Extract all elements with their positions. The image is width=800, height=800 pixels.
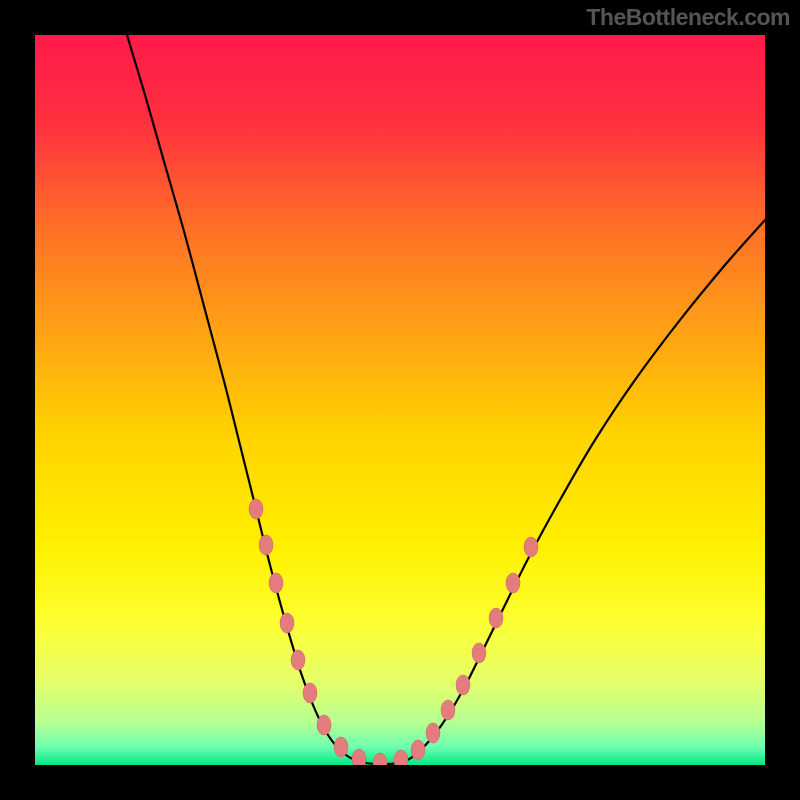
chart-root: TheBottleneck.com — [0, 0, 800, 800]
curve-marker — [291, 650, 305, 670]
curve-marker — [506, 573, 520, 593]
curve-marker — [456, 675, 470, 695]
curve-marker — [426, 723, 440, 743]
curve-marker — [524, 537, 538, 557]
curve-marker — [334, 737, 348, 757]
curve-marker — [259, 535, 273, 555]
curve-marker — [472, 643, 486, 663]
gradient-background — [35, 35, 765, 765]
watermark-text: TheBottleneck.com — [586, 4, 790, 31]
curve-marker — [411, 740, 425, 760]
curve-marker — [303, 683, 317, 703]
curve-marker — [280, 613, 294, 633]
plot-svg — [35, 35, 765, 765]
curve-marker — [489, 608, 503, 628]
curve-marker — [249, 499, 263, 519]
curve-marker — [317, 715, 331, 735]
plot-area — [35, 35, 765, 765]
curve-marker — [441, 700, 455, 720]
curve-marker — [269, 573, 283, 593]
